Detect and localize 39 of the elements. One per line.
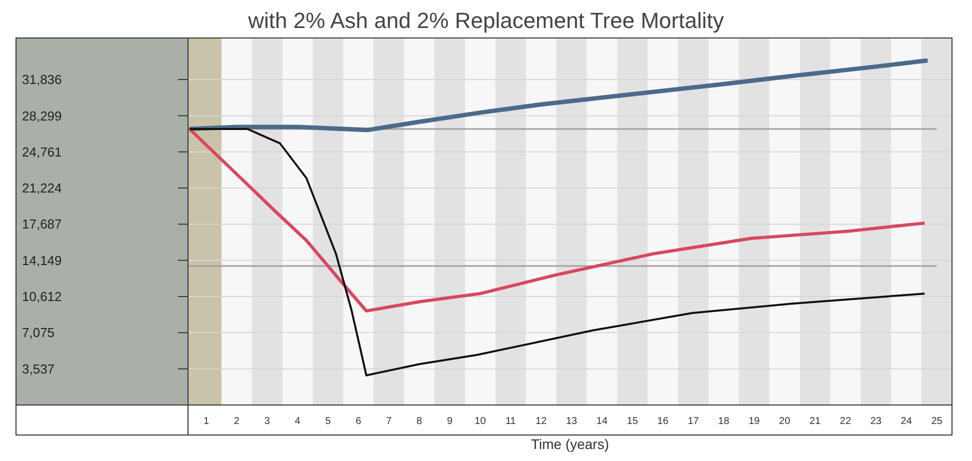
line-series: [188, 128, 926, 376]
x-tick-label: 4: [294, 416, 301, 427]
x-tick-label: 15: [626, 416, 638, 427]
x-tick-label: 2: [234, 416, 240, 427]
line-series: [188, 127, 926, 313]
x-tick-label: 10: [474, 416, 486, 427]
y-tick-label: 3,537: [22, 361, 55, 376]
line-series: [187, 58, 930, 132]
x-tick-label: 3: [264, 416, 270, 427]
x-axis-title: Time (years): [530, 436, 610, 452]
x-tick-label: 17: [688, 416, 700, 427]
x-tick-label: 16: [657, 416, 669, 427]
x-tick-label: 20: [779, 416, 791, 427]
x-tick-label: 21: [809, 416, 822, 427]
x-tick-label: 1: [203, 416, 210, 427]
y-tick-label: 10,612: [22, 289, 62, 304]
x-tick-label: 9: [446, 416, 453, 427]
x-tick-label: 7: [386, 416, 392, 427]
y-tick-label: 31,836: [22, 72, 62, 88]
x-tick-label: 6: [356, 416, 362, 427]
y-tick-label: 14,149: [22, 252, 62, 268]
x-tick-label: 24: [900, 416, 912, 427]
x-tick-label: 18: [718, 416, 730, 427]
x-tick-label: 13: [566, 416, 578, 427]
chart-title: with 2% Ash and 2% Replacement Tree Mortality: [247, 8, 724, 33]
x-tick-label: 19: [748, 416, 760, 427]
x-tick-label: 14: [596, 416, 608, 427]
x-tick-label: 23: [870, 416, 882, 427]
x-tick-label: 8: [416, 416, 423, 427]
y-tick-label: 24,761: [22, 144, 62, 160]
y-tick-label: 17,687: [22, 216, 62, 232]
x-tick-label: 12: [536, 416, 548, 427]
x-tick-label: 5: [325, 416, 332, 427]
y-tick-label: 21,224: [22, 180, 62, 196]
y-tick-label: 28,299: [22, 108, 62, 124]
x-tick-label: 11: [505, 416, 516, 427]
x-tick-label: 22: [840, 416, 852, 427]
x-tick-label: 25: [931, 416, 943, 427]
y-tick-label: 7,075: [22, 325, 55, 340]
